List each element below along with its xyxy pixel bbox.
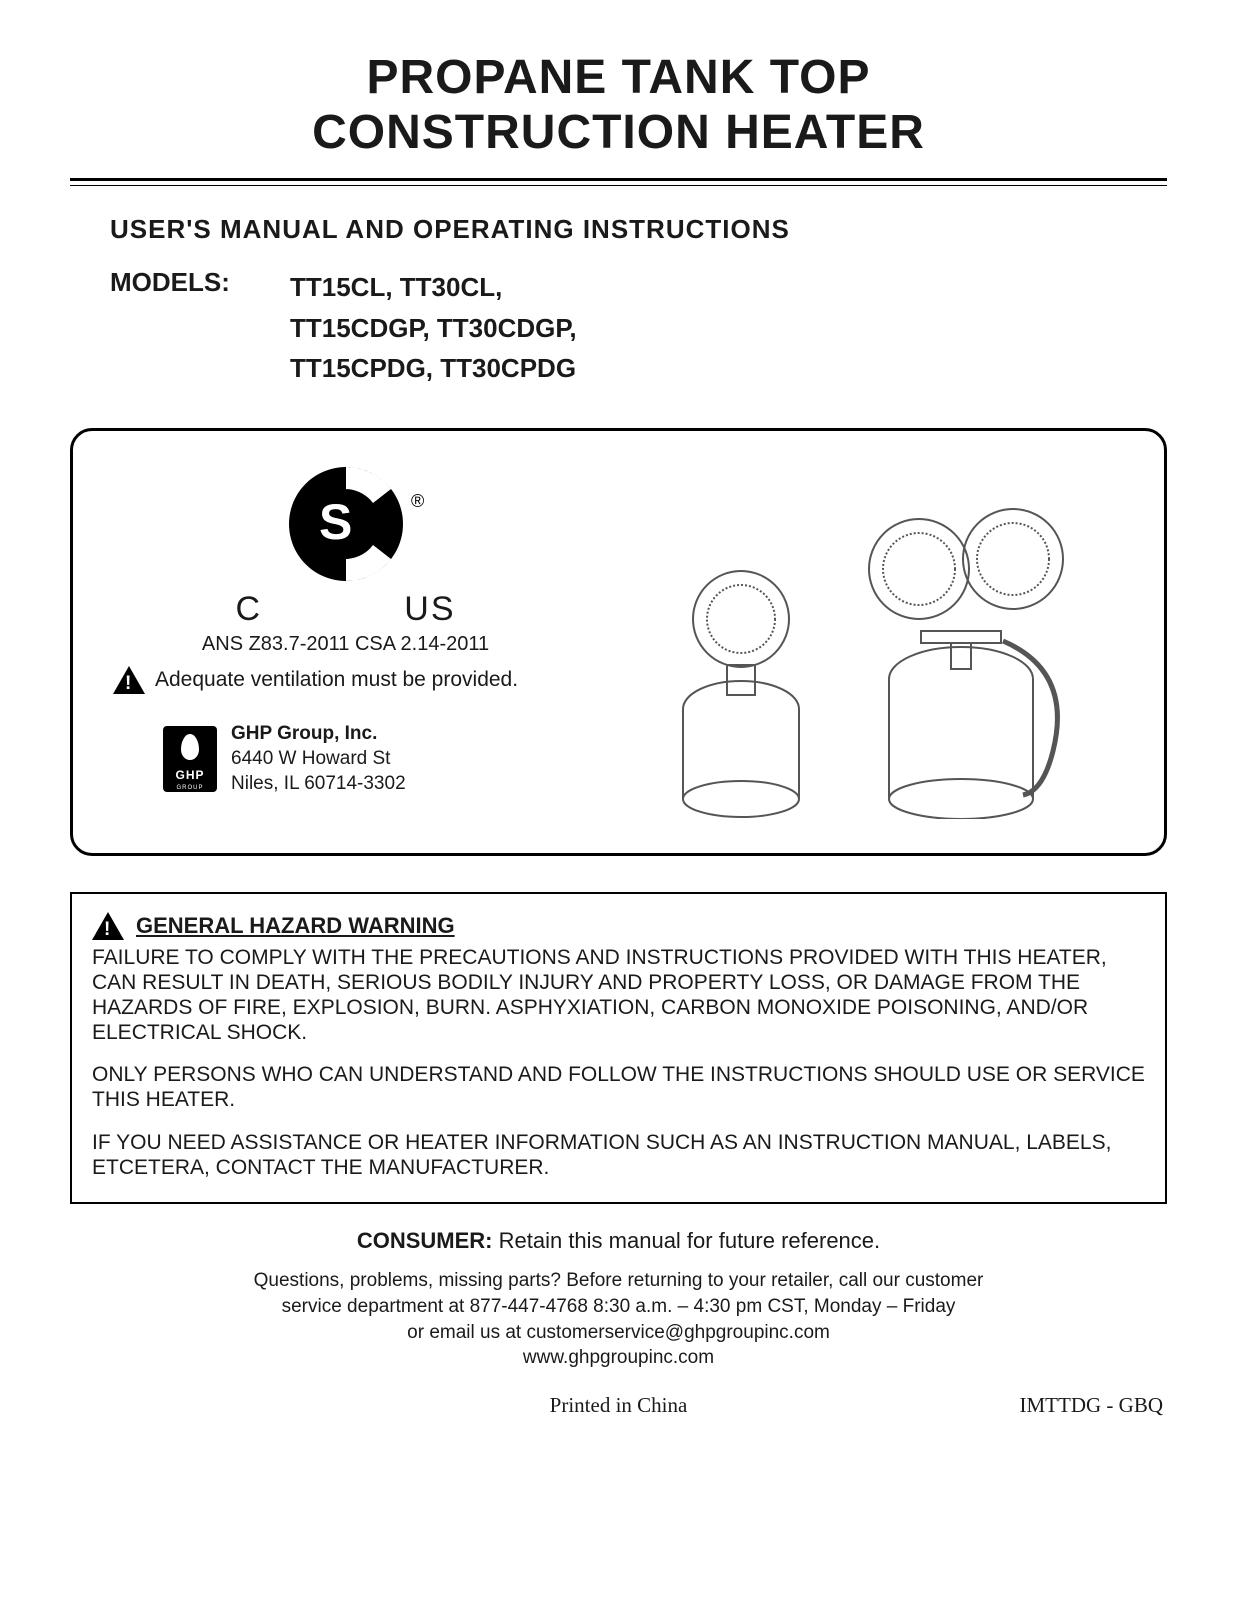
svg-text:S: S (319, 494, 352, 550)
models-block: MODELS: TT15CL, TT30CL, TT15CDGP, TT30CD… (110, 267, 1167, 388)
models-row-1: TT15CL, TT30CL, (290, 267, 577, 307)
hazard-warning-label: GENERAL HAZARD WARNING (136, 913, 455, 939)
hazard-warning-p2: ONLY PERSONS WHO CAN UNDERSTAND AND FOLL… (92, 1063, 1145, 1113)
title-rule-thin (70, 185, 1167, 186)
subtitle: USER'S MANUAL AND OPERATING INSTRUCTIONS (110, 214, 1167, 245)
models-row-2: TT15CDGP, TT30CDGP, (290, 308, 577, 348)
svg-text:A: A (361, 494, 397, 550)
csa-logo-icon: S A ® (261, 459, 431, 594)
product-illustration (598, 459, 1124, 819)
csa-us: US (404, 590, 455, 629)
models-label: MODELS: (110, 267, 290, 388)
help-line-2: service department at 877-447-4768 8:30 … (70, 1294, 1167, 1320)
consumer-label: CONSUMER: (357, 1228, 493, 1253)
csa-standard: ANS Z83.7-2011 CSA 2.14-2011 (113, 633, 578, 656)
help-line-1: Questions, problems, missing parts? Befo… (70, 1268, 1167, 1294)
hero-left-column: S A ® C US ANS Z83.7-2011 CSA 2.14-2011 … (113, 459, 578, 819)
title-rule-thick (70, 178, 1167, 181)
hero-box: S A ® C US ANS Z83.7-2011 CSA 2.14-2011 … (70, 428, 1167, 856)
hazard-warning-p3: IF YOU NEED ASSISTANCE OR HEATER INFORMA… (92, 1131, 1145, 1181)
ghp-logo-subtext: GROUP (163, 785, 217, 791)
consumer-notice: CONSUMER: Retain this manual for future … (70, 1228, 1167, 1254)
hazard-warning-heading: GENERAL HAZARD WARNING (92, 912, 1145, 940)
models-list: TT15CL, TT30CL, TT15CDGP, TT30CDGP, TT15… (290, 267, 577, 388)
title-line-1: PROPANE TANK TOP (366, 51, 870, 104)
page-footer: Printed in China IMTTDG - GBQ (70, 1393, 1167, 1418)
help-line-4: www.ghpgroupinc.com (70, 1345, 1167, 1371)
hazard-warning-body: FAILURE TO COMPLY WITH THE PRECAUTIONS A… (92, 946, 1145, 1180)
company-address-1: 6440 W Howard St (231, 747, 406, 772)
csa-c: C (236, 590, 263, 629)
csa-block: S A ® C US ANS Z83.7-2011 CSA 2.14-2011 (113, 459, 578, 656)
ghp-logo-icon: GROUP (163, 726, 217, 792)
hazard-warning-box: GENERAL HAZARD WARNING FAILURE TO COMPLY… (70, 892, 1167, 1204)
company-block: GROUP GHP Group, Inc. 6440 W Howard St N… (163, 722, 578, 796)
customer-service-info: Questions, problems, missing parts? Befo… (70, 1268, 1167, 1371)
document-title: PROPANE TANK TOP CONSTRUCTION HEATER (70, 50, 1167, 160)
consumer-text: Retain this manual for future reference. (493, 1228, 881, 1253)
footer-printed: Printed in China (274, 1393, 963, 1418)
footer-code: IMTTDG - GBQ (963, 1393, 1163, 1418)
company-address-2: Niles, IL 60714-3302 (231, 772, 406, 797)
warning-triangle-icon (92, 912, 124, 940)
warning-triangle-icon (113, 666, 145, 694)
help-line-3: or email us at customerservice@ghpgroupi… (70, 1320, 1167, 1346)
company-text: GHP Group, Inc. 6440 W Howard St Niles, … (231, 722, 406, 796)
ventilation-notice: Adequate ventilation must be provided. (113, 666, 578, 694)
registered-mark: ® (411, 491, 424, 511)
ventilation-text: Adequate ventilation must be provided. (155, 668, 518, 692)
company-name: GHP Group, Inc. (231, 722, 406, 747)
hazard-warning-p1: FAILURE TO COMPLY WITH THE PRECAUTIONS A… (92, 946, 1145, 1045)
models-row-3: TT15CPDG, TT30CPDG (290, 348, 577, 388)
title-line-2: CONSTRUCTION HEATER (312, 106, 925, 159)
csa-c-us: C US (236, 590, 456, 629)
